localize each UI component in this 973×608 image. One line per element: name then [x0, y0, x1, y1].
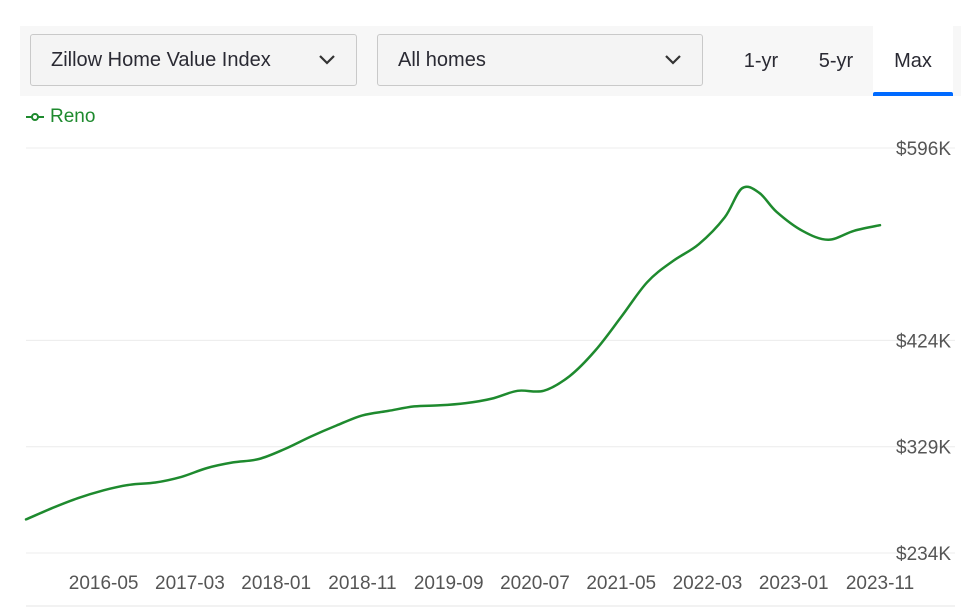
x-tick-label: 2016-05: [69, 573, 139, 594]
x-tick-label: 2022-03: [673, 573, 743, 594]
y-tick-label: $234K: [896, 544, 951, 565]
metric-dropdown[interactable]: Zillow Home Value Index: [30, 34, 357, 86]
x-tick-label: 2019-09: [414, 573, 484, 594]
x-tick-label: 2021-05: [586, 573, 656, 594]
x-tick-label: 2018-11: [328, 573, 396, 594]
y-tick-label: $424K: [896, 331, 951, 352]
tab-max[interactable]: Max: [873, 26, 953, 96]
x-tick-label: 2023-01: [759, 573, 829, 594]
legend-line-marker-icon: [26, 113, 44, 121]
x-tick-label: 2020-07: [500, 573, 570, 594]
legend-series-name: Reno: [50, 106, 96, 127]
series-line-reno: [24, 185, 882, 521]
x-tick-label: 2023-11: [846, 573, 914, 594]
x-tick-label: 2018-01: [241, 573, 311, 594]
chart-legend: Reno: [26, 106, 95, 128]
chart-toolbar: Zillow Home Value Index All homes 1-yr 5…: [20, 26, 961, 96]
tab-1-yr[interactable]: 1-yr: [726, 26, 796, 96]
tab-5-yr[interactable]: 5-yr: [800, 26, 872, 96]
tab-max-label: Max: [894, 49, 932, 72]
home-type-dropdown[interactable]: All homes: [377, 34, 703, 86]
metric-dropdown-value: Zillow Home Value Index: [51, 48, 271, 71]
tab-1-yr-label: 1-yr: [743, 49, 779, 72]
home-type-dropdown-value: All homes: [398, 48, 486, 71]
chevron-down-icon: [665, 55, 681, 65]
y-tick-label: $329K: [896, 438, 951, 459]
x-tick-label: 2017-03: [155, 573, 225, 594]
chevron-down-icon: [319, 55, 335, 65]
y-tick-label: $596K: [896, 139, 951, 160]
active-tab-indicator: [873, 92, 953, 96]
tab-5-yr-label: 5-yr: [818, 49, 854, 72]
